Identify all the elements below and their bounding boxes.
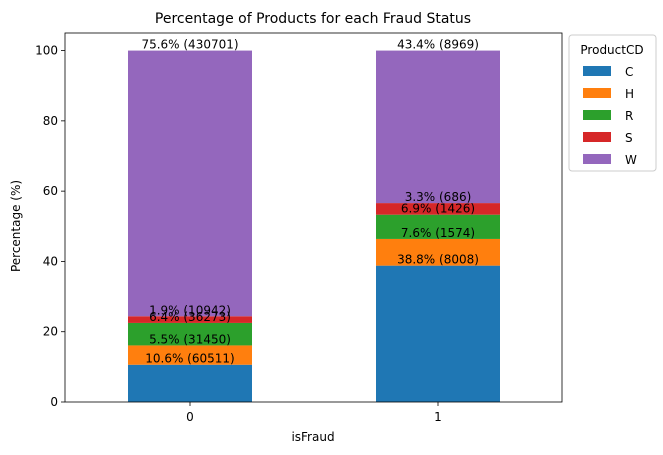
data-label-c-0: 10.6% (60511): [145, 352, 234, 366]
y-tick-label: 40: [43, 254, 58, 268]
y-tick-label: 0: [50, 395, 58, 409]
y-tick-label: 100: [35, 44, 58, 58]
data-label-w-0: 75.6% (430701): [141, 38, 238, 52]
bar-segment-c-1: [376, 265, 500, 402]
y-tick-label: 60: [43, 184, 58, 198]
legend-title: ProductCD: [580, 43, 643, 57]
data-label-s-0: 1.9% (10942): [149, 303, 231, 317]
data-label-s-1: 3.3% (686): [405, 190, 472, 204]
data-label-r-0: 6.4% (36273): [149, 310, 231, 324]
bar-segment-c-0: [128, 364, 252, 402]
legend-swatch-c: [583, 66, 611, 76]
legend-swatch-s: [583, 132, 611, 142]
bar-segment-r-0: [128, 322, 252, 346]
bar-segment-r-1: [376, 214, 500, 239]
legend-label-r: R: [625, 109, 633, 123]
data-label-w-1: 43.4% (8969): [397, 38, 479, 52]
bar-segment-h-1: [376, 238, 500, 266]
legend-label-w: W: [625, 153, 637, 167]
bar-segment-h-0: [128, 345, 252, 365]
data-label-c-1: 38.8% (8008): [397, 253, 479, 267]
data-label-h-0: 5.5% (31450): [149, 332, 231, 346]
bar-segment-s-0: [128, 316, 252, 323]
bar-segment-w-1: [376, 50, 500, 204]
x-axis-label: isFraud: [291, 430, 334, 444]
plot-frame: [64, 32, 563, 403]
bar-segment-w-0: [128, 50, 252, 317]
legend-swatch-r: [583, 110, 611, 120]
y-tick-label: 80: [43, 114, 58, 128]
legend-swatch-w: [583, 154, 611, 164]
y-axis: 0 20 40 60 80 100: [35, 44, 65, 409]
legend-label-h: H: [625, 87, 634, 101]
bar-labels: 10.6% (60511) 5.5% (31450) 6.4% (36273)1.9…: [141, 38, 478, 366]
legend-label-c: C: [625, 65, 633, 79]
data-label-r-1: 6.9% (1426): [401, 202, 475, 216]
data-label-h-1: 7.6% (1574): [401, 226, 475, 240]
legend-swatch-h: [583, 88, 611, 98]
x-tick-label: 1: [434, 410, 442, 424]
y-axis-label: Percentage (%): [9, 180, 23, 272]
bar-segment-s-1: [376, 203, 500, 215]
legend-label-s: S: [625, 131, 633, 145]
y-tick-label: 20: [43, 325, 58, 339]
bars: [128, 50, 500, 402]
x-tick-label: 0: [186, 410, 194, 424]
chart-title: Percentage of Products for each Fraud St…: [155, 11, 471, 27]
